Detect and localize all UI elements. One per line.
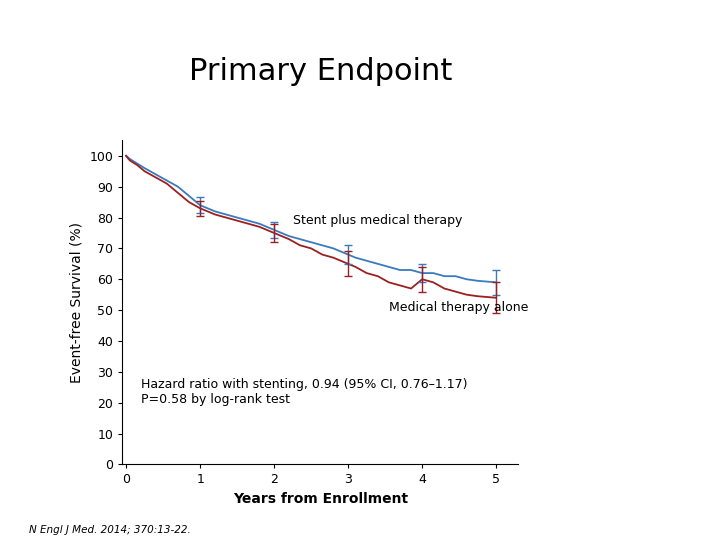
X-axis label: Years from Enrollment: Years from Enrollment [233,492,408,506]
Text: Primary Endpoint: Primary Endpoint [189,57,452,86]
Y-axis label: Event-free Survival (%): Event-free Survival (%) [70,222,84,383]
Text: Stent plus medical therapy: Stent plus medical therapy [292,214,462,227]
Text: P=0.58 by log-rank test: P=0.58 by log-rank test [141,393,290,406]
Text: Hazard ratio with stenting, 0.94 (95% CI, 0.76–1.17): Hazard ratio with stenting, 0.94 (95% CI… [141,377,467,390]
Text: Medical therapy alone: Medical therapy alone [389,301,528,314]
Text: N Engl J Med. 2014; 370:13-22.: N Engl J Med. 2014; 370:13-22. [29,524,191,535]
